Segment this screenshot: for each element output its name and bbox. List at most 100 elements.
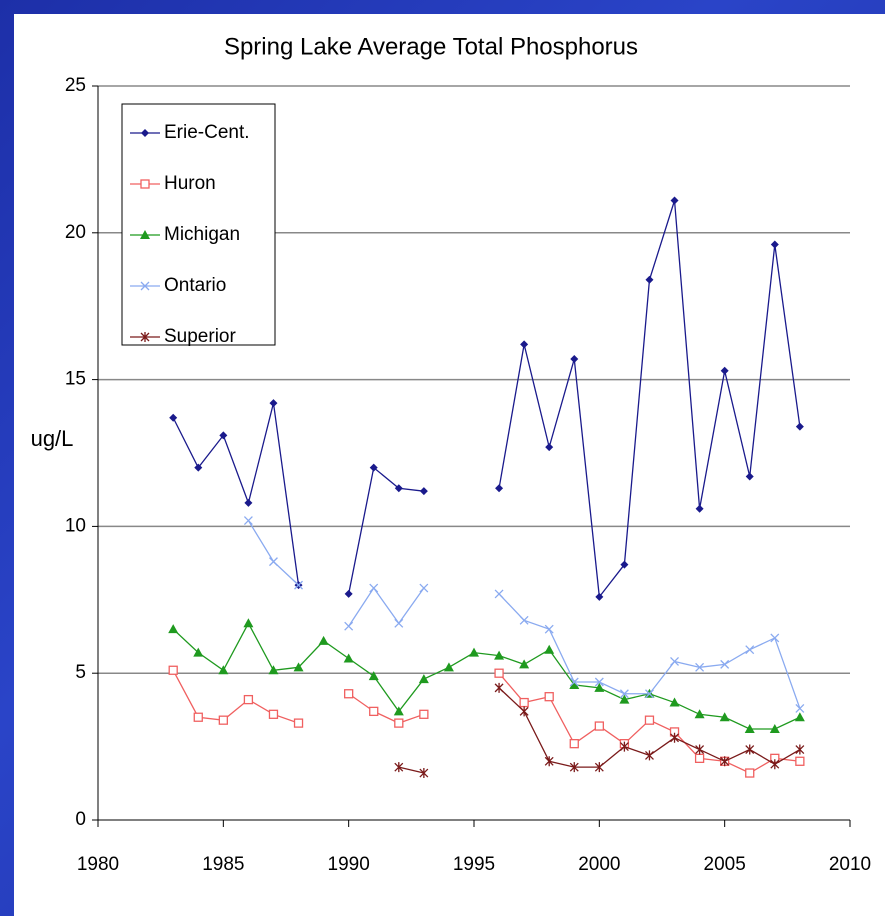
marker (369, 463, 378, 472)
marker (770, 633, 780, 643)
marker (695, 662, 705, 672)
marker (619, 689, 629, 699)
marker (519, 706, 529, 717)
marker (695, 744, 705, 755)
marker (495, 484, 504, 493)
marker (694, 709, 705, 719)
x-tick-label: 1990 (328, 854, 370, 875)
marker (745, 645, 755, 655)
marker (393, 706, 404, 716)
marker (294, 580, 303, 590)
legend-label: Michigan (164, 224, 240, 245)
marker (619, 694, 630, 704)
marker (669, 697, 680, 707)
series-line (172, 621, 801, 730)
marker (720, 366, 729, 375)
marker (244, 498, 253, 507)
x-tick-label: 2000 (578, 854, 620, 875)
x-tick-label: 1995 (453, 854, 495, 875)
marker (218, 715, 228, 725)
legend-marker (140, 281, 150, 291)
marker (519, 615, 529, 625)
y-tick-label: 5 (75, 662, 86, 683)
marker (720, 659, 730, 669)
marker (545, 443, 554, 452)
marker (318, 635, 329, 645)
marker (595, 592, 604, 601)
x-tick-label: 1980 (77, 854, 119, 875)
marker (394, 484, 403, 493)
marker (645, 689, 654, 699)
y-axis-label: ug/L (31, 426, 74, 451)
legend-marker (140, 332, 150, 342)
x-tick-label: 2010 (829, 854, 871, 875)
marker (645, 275, 654, 284)
marker (494, 589, 504, 599)
y-tick-label: 10 (65, 515, 86, 536)
marker (670, 196, 679, 205)
marker (193, 712, 203, 722)
y-tick-label: 25 (65, 75, 86, 96)
marker (645, 750, 654, 761)
marker (644, 715, 655, 725)
legend-label: Ontario (164, 275, 226, 296)
marker (795, 756, 805, 766)
legend-label: Erie-Cent. (164, 122, 250, 143)
marker (344, 621, 354, 631)
y-tick-label: 0 (75, 809, 86, 830)
marker (745, 768, 755, 778)
marker (594, 721, 604, 731)
marker (368, 671, 379, 681)
marker (494, 682, 504, 693)
marker (394, 618, 404, 628)
marker (268, 665, 279, 675)
marker (419, 768, 429, 779)
y-tick-label: 15 (65, 369, 86, 390)
legend-marker (141, 129, 149, 137)
marker (243, 618, 254, 628)
legend-marker (140, 230, 150, 239)
chart-title: Spring Lake Average Total Phosphorus (224, 33, 638, 60)
marker (419, 709, 429, 719)
marker (670, 656, 679, 666)
marker (745, 472, 754, 481)
marker (344, 589, 353, 598)
marker (194, 463, 203, 472)
marker (168, 665, 178, 675)
marker (569, 762, 579, 773)
legend-box (121, 103, 276, 346)
x-tick-label: 2005 (704, 854, 746, 875)
marker (594, 677, 604, 687)
marker (269, 399, 278, 408)
marker (293, 662, 304, 672)
marker (394, 718, 404, 728)
marker (695, 504, 704, 513)
marker (268, 709, 279, 719)
marker (218, 665, 229, 675)
marker (569, 679, 580, 689)
marker (394, 762, 404, 773)
marker (419, 487, 428, 496)
marker (293, 718, 304, 728)
marker (594, 682, 605, 692)
marker (745, 744, 755, 755)
marker (620, 560, 629, 569)
marker (243, 694, 254, 705)
marker (719, 712, 730, 722)
marker (494, 668, 504, 678)
marker (520, 340, 529, 349)
marker (570, 355, 579, 364)
marker (443, 662, 454, 672)
marker (519, 697, 529, 708)
marker (544, 756, 554, 767)
y-tick-label: 20 (65, 222, 86, 243)
marker (269, 557, 278, 567)
marker (544, 692, 554, 702)
marker (193, 647, 204, 657)
marker (770, 759, 780, 770)
marker (544, 644, 555, 654)
marker (519, 659, 530, 669)
marker (744, 723, 755, 733)
legend-label: Huron (164, 173, 216, 194)
